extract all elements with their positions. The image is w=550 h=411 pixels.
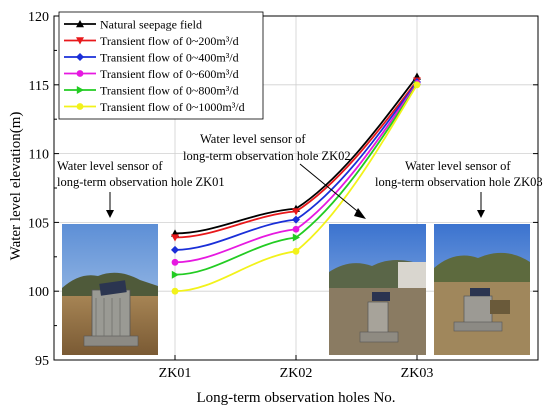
y-tick-label: 95 [35,354,49,369]
legend-label: Natural seepage field [100,18,202,32]
legend-item: Transient flow of 0~1000m³/d [64,100,245,114]
data-point [292,208,300,216]
data-point [171,258,179,266]
data-point [292,247,300,255]
sensor-photo-zk01 [62,224,158,355]
series-line [174,84,418,276]
series-line [174,84,418,293]
annotation-zk02-line1: Water level sensor of [200,132,306,146]
sensor-photo-zk03 [434,224,530,355]
legend: Natural seepage field Transient flow of 0… [58,11,264,120]
x-tick-label: ZK01 [159,366,192,381]
legend-item: Transient flow of 0~800m³/d [64,84,239,98]
annotation-zk03-line1: Water level sensor of [405,159,511,173]
sensor-photo-zk02 [329,224,426,355]
data-point [76,86,84,94]
y-axis-label: Water level elevation(m) [8,112,24,261]
data-point [292,225,300,233]
data-point [171,234,179,242]
legend-item: Transient flow of 0~600m³/d [64,67,239,81]
data-point [413,81,421,89]
legend-label: Transient flow of 0~400m³/d [100,51,239,65]
legend-item: Natural seepage field [64,18,202,32]
data-point [76,20,84,28]
annotation-zk01-line2: long-term observation hole ZK01 [57,175,225,189]
annotation-zk03: Water level sensor of long-term observat… [375,159,543,218]
y-tick-label: 115 [29,79,49,94]
annotation-zk02-arrow [299,163,363,216]
legend-item: Transient flow of 0~200m³/d [64,34,239,48]
annotation-zk01-line1: Water level sensor of [57,159,163,173]
data-point [171,245,179,254]
y-tick-label: 120 [28,10,49,25]
legend-label: Transient flow of 0~200m³/d [100,34,239,48]
data-point [171,287,179,295]
data-point [76,37,84,45]
annotation-zk02-line2: long-term observation hole ZK02 [183,149,351,163]
y-tick-label: 100 [28,285,49,300]
legend-item: Transient flow of 0~400m³/d [64,51,239,65]
x-axis-label: Long-term observation holes No. [196,390,395,406]
data-point [76,53,84,61]
x-tick-label: ZK03 [401,366,434,381]
legend-label: Transient flow of 0~1000m³/d [100,100,245,114]
data-point [292,215,300,224]
data-point [76,103,84,110]
legend-label: Transient flow of 0~600m³/d [100,67,239,81]
y-tick-label: 110 [29,148,49,163]
legend-label: Transient flow of 0~800m³/d [100,84,239,98]
data-point [76,70,84,77]
y-tick-label: 105 [28,216,49,231]
annotation-zk01: Water level sensor of long-term observat… [57,159,225,218]
data-point [171,270,179,279]
series-4 [171,80,421,266]
series-6 [171,81,421,295]
annotation-zk03-line2: long-term observation hole ZK03 [375,175,543,189]
annotation-zk02: Water level sensor of long-term observat… [183,132,366,219]
data-point [292,233,300,242]
series-3 [171,78,421,254]
x-tick-label: ZK02 [280,366,313,381]
